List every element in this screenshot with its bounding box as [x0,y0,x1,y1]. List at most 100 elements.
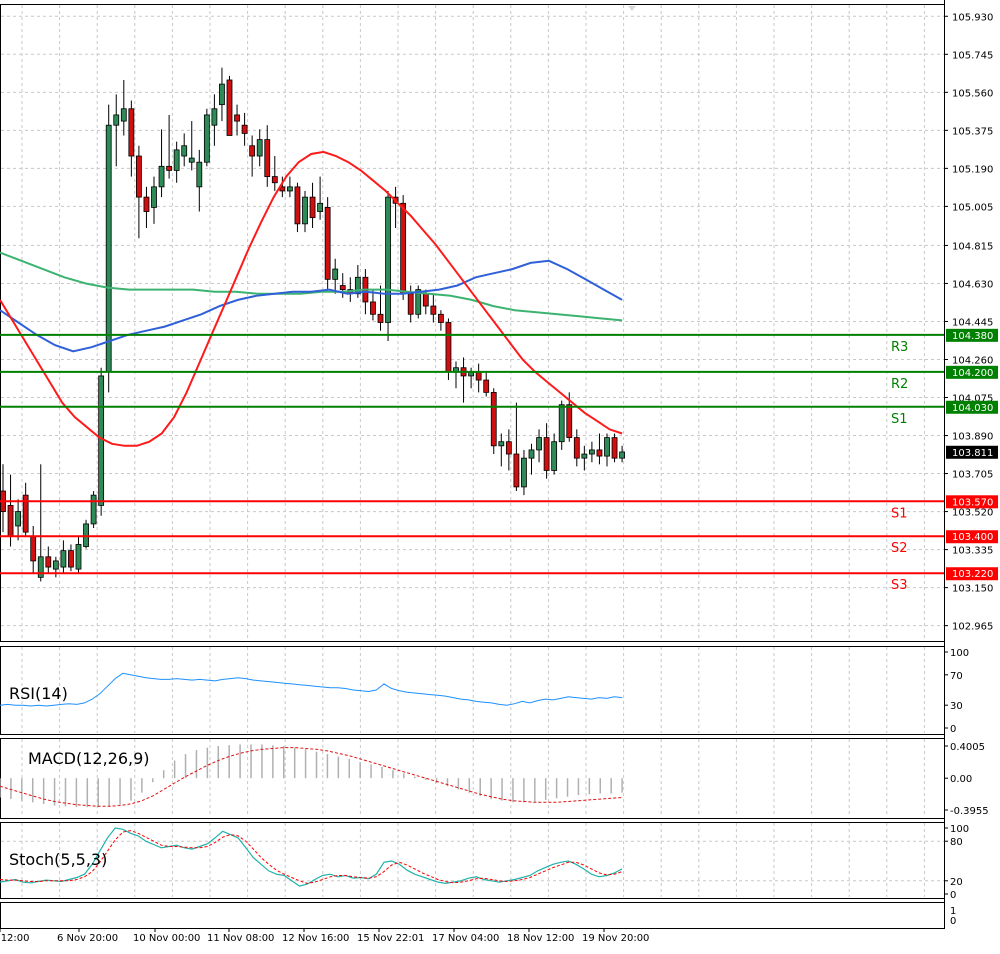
candle-bull [15,511,22,527]
ma-blue-line [0,259,623,353]
stoch-tick-label: 20 [950,877,963,888]
price-tick-label: 103.890 [952,432,993,443]
candle-bear [264,139,271,177]
candle-bull [75,544,82,570]
level-label-r2: R2 [891,377,908,392]
macd-tick-label: 0.4005 [950,742,985,753]
macd-signal-line [0,747,623,807]
level-price-text: 103.570 [952,497,993,508]
candle-bull [551,441,558,471]
level-price-text: 104.030 [952,403,993,414]
candle-bull [219,83,225,106]
candle-bull [619,451,625,459]
macd-tick-label: 0.00 [950,774,972,785]
candle-bull [173,149,180,171]
price-tick-label: 103.335 [952,546,993,557]
time-axis-label: 11 Nov 08:00 [207,933,274,944]
candle-bear [68,550,74,568]
time-axis-label: 19 Nov 20:00 [582,933,649,944]
candle-bull [256,139,263,157]
candle-bear [543,437,550,471]
candle-bull [521,457,527,488]
rsi-tick-label: 30 [950,701,963,712]
time-axis-label: Nov 12:00 [0,933,30,944]
candle-bull [158,165,165,188]
time-axis-label: 6 Nov 20:00 [57,933,118,944]
candle-bear [143,196,150,212]
candle-bull [90,494,97,525]
candle-bear [437,313,444,323]
price-tick-label: 105.745 [952,50,993,61]
level-label-s1: S1 [891,412,908,427]
level-price-text: 103.400 [952,532,993,543]
price-tick-label: 104.075 [952,394,993,405]
candle-bull [113,114,120,126]
macd-label: MACD(12,26,9) [28,749,150,768]
rsi-label: RSI(14) [9,684,68,703]
price-tick-label: 105.930 [952,12,993,23]
candle-bull [558,404,565,443]
price-tick-label: 105.005 [952,202,993,213]
rsi-tick-label: 100 [950,648,969,659]
candle-bull [354,276,361,295]
candle-bear [135,155,142,198]
scroll-marker-icon [628,6,636,11]
price-tick-label: 103.150 [952,584,993,595]
level-price-text: 104.380 [952,331,993,342]
candle-bear [271,176,278,184]
price-tick-label: 105.375 [952,126,993,137]
candle-bear [294,186,301,225]
candle-bear [309,196,316,219]
level-price-tag [946,495,998,509]
stoch-tick-label: 0 [950,890,956,901]
time-axis-label: 12 Nov 16:00 [282,933,349,944]
rsi-line [0,672,623,707]
ma-red-line [0,150,623,447]
candle-bull [332,268,339,280]
candle-bear [377,313,384,323]
candle-bull [188,157,195,163]
candle-bear [166,165,173,171]
stoch-signal-line [0,830,623,884]
candle-bull [203,114,210,163]
price-tick-label: 104.260 [952,355,993,366]
candle-bull [151,186,157,208]
price-tick-label: 103.520 [952,508,993,519]
stoch-tick-label: 80 [950,837,963,848]
candle-bear [490,391,497,447]
candle-bear [505,441,512,455]
candle-bear [128,108,135,157]
price-tick-label: 105.560 [952,88,993,99]
level-price-text: 104.200 [952,368,993,379]
time-axis-label: 18 Nov 12:00 [507,933,574,944]
rsi-tick-label: 0 [950,724,956,735]
candle-bull [589,449,595,455]
candle-bull [385,196,391,323]
candle-bear [45,556,52,568]
stoch-label: Stoch(5,5,3) [9,850,107,869]
level-price-tag [946,365,998,379]
candle-bull [286,186,293,192]
macd-tick-label: -0.3955 [950,806,989,817]
candle-bear [566,404,573,438]
level-label-s1: S1 [891,506,908,521]
candle-bear [249,145,256,157]
candle-bull [528,449,535,459]
candle-bear [596,449,603,457]
candle-bull [317,202,324,212]
candle-bear [324,207,331,280]
price-tick-label: 102.965 [952,622,993,633]
time-axis-label: 10 Nov 00:00 [133,933,200,944]
candle-bull [120,108,127,122]
current-price-tag [946,445,998,459]
candle-bear [241,124,248,134]
level-price-tag [946,530,998,544]
candle-bear [234,114,240,122]
level-price-tag [946,567,998,581]
candle-bear [573,437,580,459]
candle-bull [181,145,188,157]
candle-bull [52,560,59,570]
price-tick-label: 104.630 [952,279,993,290]
level-price-text: 103.220 [952,569,993,580]
